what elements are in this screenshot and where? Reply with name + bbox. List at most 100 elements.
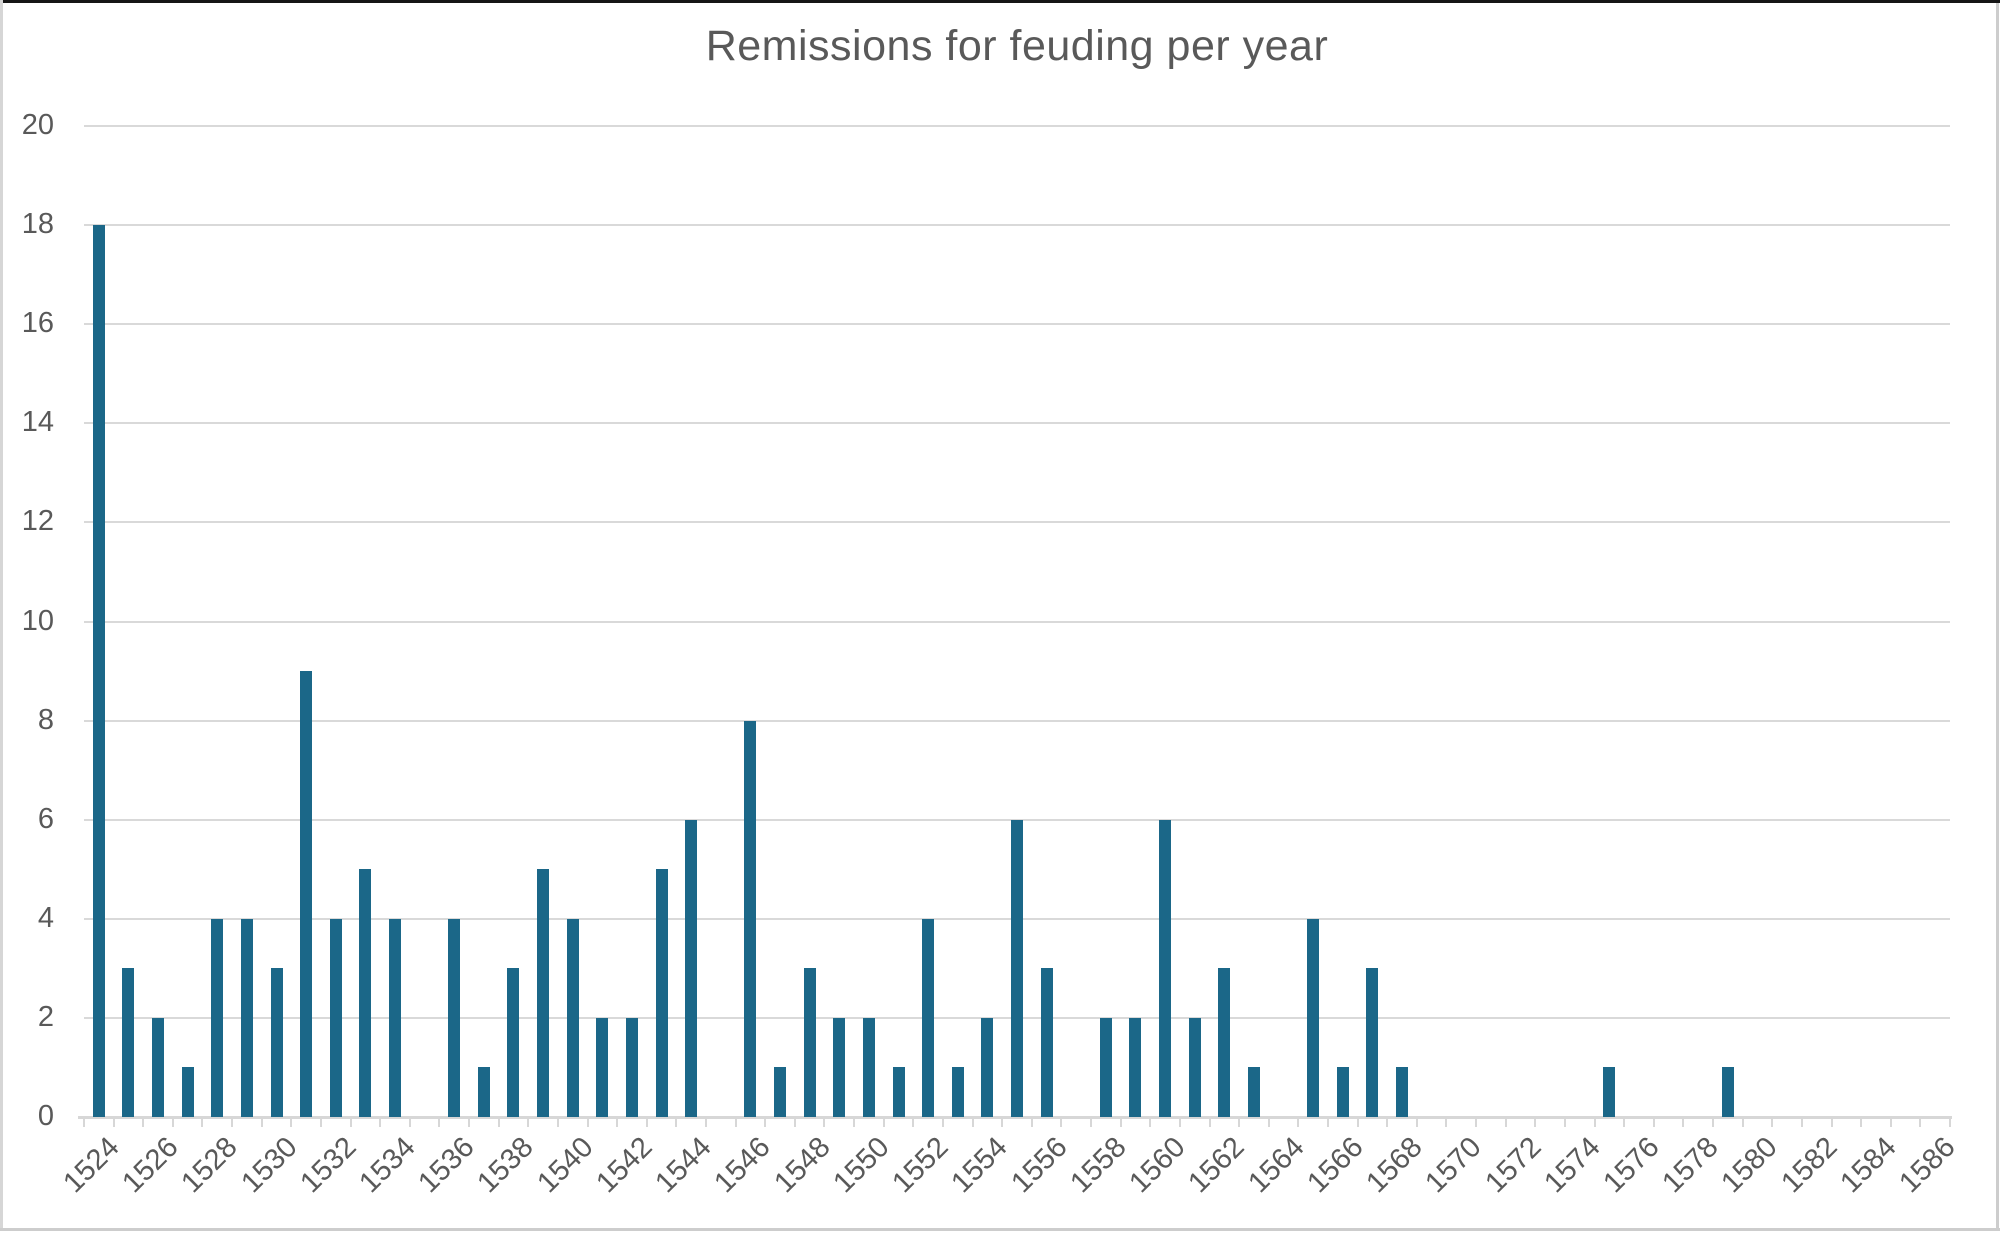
bar-1556 bbox=[1040, 968, 1053, 1117]
x-axis-tick-mark bbox=[1415, 1119, 1418, 1127]
bar-1547 bbox=[774, 1067, 787, 1117]
bar-1541 bbox=[596, 1017, 609, 1117]
x-axis-tick-mark bbox=[764, 1119, 767, 1127]
x-axis-tick-mark bbox=[349, 1119, 352, 1127]
x-axis-tick-mark bbox=[497, 1119, 500, 1127]
bar-1546 bbox=[744, 720, 757, 1117]
y-axis-tick-label: 14 bbox=[21, 406, 54, 439]
x-axis-tick-mark bbox=[823, 1119, 826, 1127]
bar-1562 bbox=[1218, 968, 1231, 1117]
bar-1555 bbox=[1011, 819, 1023, 1117]
x-axis-tick-mark bbox=[142, 1119, 145, 1127]
x-axis-tick-mark bbox=[793, 1119, 796, 1127]
y-axis-tick-label: 0 bbox=[37, 1100, 54, 1132]
x-axis-tick-mark bbox=[941, 1119, 944, 1127]
bar-1528 bbox=[211, 918, 224, 1117]
x-axis-tick-mark bbox=[1889, 1119, 1892, 1127]
bar-1554 bbox=[981, 1017, 994, 1117]
x-axis-tick-mark bbox=[1860, 1119, 1863, 1127]
bar-1530 bbox=[270, 968, 283, 1117]
y-axis-tick-label: 16 bbox=[21, 307, 54, 340]
x-axis-tick-mark bbox=[468, 1119, 471, 1127]
x-axis-tick-mark bbox=[527, 1119, 530, 1127]
x-axis-tick-mark bbox=[1178, 1119, 1181, 1127]
x-axis-tick-mark bbox=[1001, 1119, 1004, 1127]
x-axis-tick-mark bbox=[1386, 1119, 1389, 1127]
x-axis-tick-mark bbox=[1949, 1119, 1951, 1127]
x-axis-tick-mark bbox=[556, 1119, 559, 1127]
window-left-edge bbox=[0, 0, 3, 1231]
x-axis-tick-mark bbox=[1238, 1119, 1241, 1127]
x-axis-line bbox=[78, 1116, 1952, 1119]
bar-1568 bbox=[1396, 1067, 1409, 1117]
bar-1540 bbox=[566, 918, 579, 1117]
bar-1550 bbox=[862, 1017, 875, 1117]
x-axis-tick-mark bbox=[1800, 1119, 1803, 1127]
window-top-edge bbox=[0, 0, 2000, 3]
gridline-y-8 bbox=[84, 719, 1950, 722]
x-axis-tick-mark bbox=[112, 1119, 115, 1127]
y-axis-tick-label: 4 bbox=[37, 901, 54, 934]
x-axis-tick-mark bbox=[1652, 1119, 1655, 1127]
bar-1529 bbox=[240, 918, 253, 1117]
bar-1532 bbox=[329, 918, 342, 1117]
x-axis-tick-mark bbox=[231, 1119, 234, 1127]
x-axis-tick-mark bbox=[734, 1119, 737, 1127]
x-axis-tick-mark bbox=[616, 1119, 619, 1127]
x-axis-tick-mark bbox=[1771, 1119, 1774, 1127]
x-axis-tick-mark bbox=[1504, 1119, 1507, 1127]
bar-1534 bbox=[389, 918, 401, 1117]
bar-1567 bbox=[1366, 968, 1379, 1117]
x-axis-tick-mark bbox=[1741, 1119, 1744, 1127]
bar-1561 bbox=[1188, 1017, 1201, 1117]
y-axis-tick-label: 20 bbox=[21, 109, 54, 141]
bar-1533 bbox=[359, 869, 372, 1117]
x-axis-tick-mark bbox=[1090, 1119, 1093, 1127]
bar-1542 bbox=[625, 1017, 638, 1117]
bar-1536 bbox=[448, 918, 461, 1117]
y-axis-tick-label: 6 bbox=[37, 802, 54, 835]
bar-1544 bbox=[685, 819, 698, 1117]
x-axis-tick-mark bbox=[1682, 1119, 1685, 1127]
gridline-y-16 bbox=[84, 323, 1950, 326]
x-axis-tick-mark bbox=[1030, 1119, 1033, 1127]
x-axis-tick-mark bbox=[675, 1119, 678, 1127]
x-axis-tick-mark bbox=[1830, 1119, 1833, 1127]
gridline-y-20 bbox=[84, 125, 1950, 127]
x-axis-tick-mark bbox=[438, 1119, 441, 1127]
y-axis-tick-label: 8 bbox=[37, 703, 54, 736]
bar-1525 bbox=[122, 968, 135, 1117]
x-axis-tick-mark bbox=[1208, 1119, 1211, 1127]
x-axis-tick-mark bbox=[705, 1119, 707, 1127]
x-axis-tick-mark bbox=[1534, 1119, 1537, 1127]
x-axis-tick-mark bbox=[1149, 1119, 1152, 1127]
x-axis-tick-mark bbox=[1267, 1119, 1270, 1127]
x-axis-tick-mark bbox=[201, 1119, 204, 1127]
bar-1548 bbox=[803, 968, 816, 1117]
bar-1579 bbox=[1721, 1067, 1734, 1117]
chart-title: Remissions for feuding per year bbox=[705, 22, 1329, 70]
bar-1565 bbox=[1307, 918, 1320, 1117]
bar-1575 bbox=[1603, 1067, 1616, 1117]
x-axis-tick-mark bbox=[1593, 1119, 1596, 1127]
x-axis-tick-mark bbox=[912, 1119, 915, 1127]
bar-1552 bbox=[922, 918, 935, 1117]
bar-1551 bbox=[892, 1067, 905, 1117]
x-axis-tick-mark bbox=[1919, 1119, 1922, 1127]
bar-1559 bbox=[1129, 1017, 1142, 1117]
window-bottom-edge bbox=[0, 1228, 2000, 1231]
x-axis-tick-mark bbox=[1356, 1119, 1359, 1127]
x-axis-tick-mark bbox=[882, 1119, 885, 1127]
gridline-y-14 bbox=[84, 422, 1950, 425]
x-axis-tick-mark bbox=[1623, 1119, 1626, 1127]
x-axis-tick-mark bbox=[1445, 1119, 1448, 1127]
bar-1524 bbox=[92, 225, 105, 1117]
gridline-y-10 bbox=[84, 620, 1950, 623]
bar-1537 bbox=[477, 1067, 490, 1117]
gridline-y-18 bbox=[84, 224, 1950, 227]
x-axis-tick-mark bbox=[1297, 1119, 1300, 1127]
bar-1527 bbox=[181, 1067, 194, 1117]
window-right-edge bbox=[1996, 3, 1999, 1231]
bar-1558 bbox=[1099, 1017, 1112, 1117]
bar-1563 bbox=[1247, 1067, 1260, 1117]
